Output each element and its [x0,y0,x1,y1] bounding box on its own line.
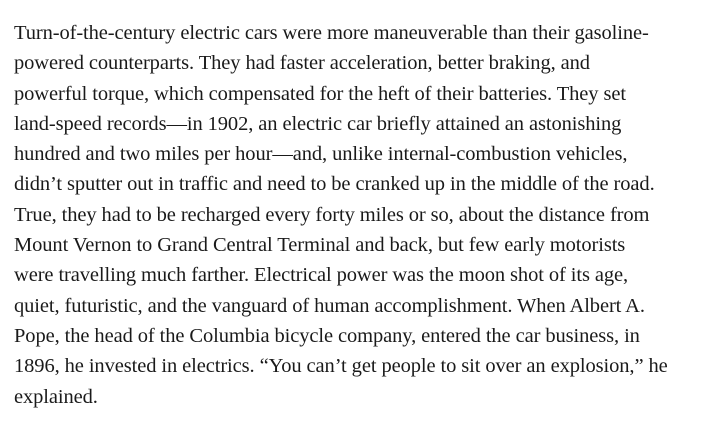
paragraph-line: land-speed records—in 1902, an electric … [14,112,622,135]
paragraph-line: didn’t sputter out in traffic and need t… [14,173,655,196]
paragraph-line: quiet, futuristic, and the vanguard of h… [14,294,645,317]
paragraph-line: explained. [14,385,98,408]
paragraph-line: were travelling much farther. Electrical… [14,264,629,287]
paragraph-line: Turn-of-the-century electric cars were m… [14,22,649,44]
paragraph-line: hundred and two miles per hour—and, unli… [14,143,628,166]
paragraph-line: Pope, the head of the Columbia bicycle c… [14,324,640,347]
article-paragraph: Turn-of-the-century electric cars were m… [14,18,704,412]
paragraph-line: powered counterparts. They had faster ac… [14,52,590,75]
paragraph-line: Mount Vernon to Grand Central Terminal a… [14,234,626,257]
paragraph-line: 1896, he invested in electrics. “You can… [14,355,668,378]
paragraph-line: True, they had to be recharged every for… [14,203,650,226]
paragraph-line: powerful torque, which compensated for t… [14,82,626,105]
